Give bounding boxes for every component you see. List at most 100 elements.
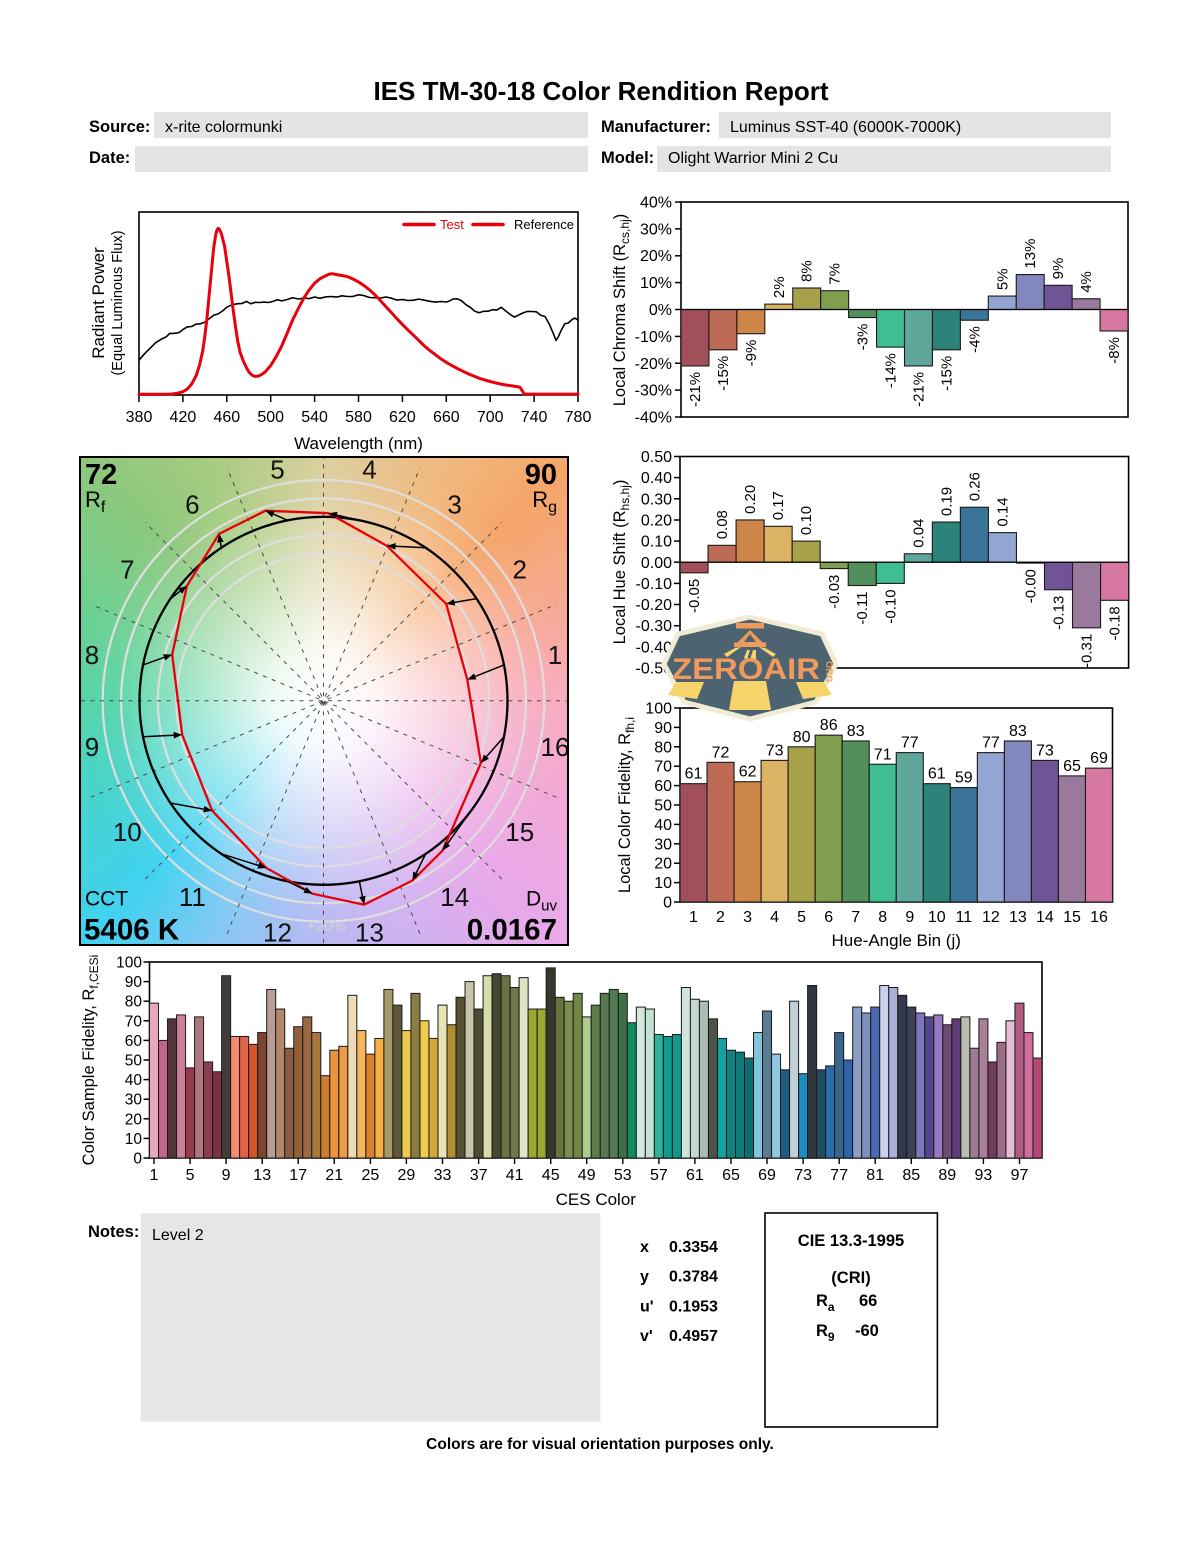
svg-text:0: 0 — [133, 1151, 142, 1168]
svg-text:73: 73 — [766, 742, 784, 759]
svg-text:Luminus SST-40 (6000K-7000K): Luminus SST-40 (6000K-7000K) — [730, 119, 961, 136]
svg-text:15: 15 — [1063, 909, 1081, 926]
svg-text:29: 29 — [398, 1167, 416, 1184]
svg-text:420: 420 — [170, 409, 197, 426]
svg-text:0.10: 0.10 — [641, 534, 672, 551]
svg-text:-0.31: -0.31 — [1079, 634, 1096, 668]
svg-text:17: 17 — [289, 1167, 307, 1184]
svg-text:Duv: Duv — [526, 888, 558, 915]
svg-text:-15%: -15% — [938, 356, 955, 391]
svg-text:13: 13 — [253, 1167, 271, 1184]
svg-text:1: 1 — [150, 1167, 159, 1184]
svg-text:Olight Warrior Mini 2 Cu: Olight Warrior Mini 2 Cu — [668, 150, 838, 167]
svg-text:4%: 4% — [1078, 271, 1095, 293]
svg-text:15: 15 — [505, 817, 534, 847]
svg-text:620: 620 — [389, 409, 416, 426]
svg-text:u': u' — [640, 1298, 654, 1315]
svg-text:Hue-Angle Bin (j): Hue-Angle Bin (j) — [831, 931, 960, 950]
svg-text:-0.00: -0.00 — [1023, 569, 1040, 603]
svg-text:14: 14 — [440, 882, 469, 912]
svg-text:0.4957: 0.4957 — [669, 1328, 718, 1345]
svg-text:60: 60 — [125, 1033, 143, 1050]
svg-text:10: 10 — [928, 909, 946, 926]
svg-text:ZEROAIR: ZEROAIR — [672, 653, 820, 686]
svg-text:8%: 8% — [799, 260, 816, 282]
svg-text:2: 2 — [512, 555, 526, 585]
svg-text:0.19: 0.19 — [938, 487, 955, 516]
svg-text:IES TM-30-18 Color Rendition R: IES TM-30-18 Color Rendition Report — [373, 76, 828, 106]
svg-text:66: 66 — [859, 1292, 877, 1310]
svg-text:16: 16 — [1090, 909, 1108, 926]
svg-text:-0.11: -0.11 — [854, 592, 871, 625]
svg-text:0.04: 0.04 — [910, 519, 927, 548]
svg-text:9%: 9% — [1050, 258, 1067, 280]
svg-text:85: 85 — [902, 1167, 920, 1184]
svg-text:16: 16 — [541, 732, 570, 762]
svg-text:Level 2: Level 2 — [152, 1227, 204, 1244]
svg-text:CES Color: CES Color — [556, 1190, 637, 1209]
svg-text:Reference: Reference — [514, 217, 574, 232]
svg-text:8: 8 — [878, 909, 887, 926]
svg-text:57: 57 — [650, 1167, 668, 1184]
svg-text:9: 9 — [85, 732, 99, 762]
svg-text:-21%: -21% — [687, 372, 704, 407]
svg-text:Ra: Ra — [816, 1292, 835, 1314]
svg-text:100: 100 — [116, 955, 142, 972]
svg-text:93: 93 — [975, 1167, 993, 1184]
svg-text:41: 41 — [506, 1167, 524, 1184]
svg-text:30%: 30% — [640, 221, 672, 238]
svg-text:30: 30 — [654, 836, 672, 853]
svg-text:13: 13 — [355, 917, 384, 947]
svg-text:5: 5 — [797, 909, 806, 926]
svg-text:4: 4 — [770, 909, 779, 926]
svg-text:v': v' — [640, 1328, 653, 1345]
svg-text:1: 1 — [548, 640, 562, 670]
svg-text:(CRI): (CRI) — [831, 1269, 870, 1287]
svg-text:-0.05: -0.05 — [686, 579, 703, 613]
svg-text:12: 12 — [982, 909, 1000, 926]
svg-text:81: 81 — [866, 1167, 884, 1184]
svg-text:60: 60 — [654, 778, 672, 795]
svg-text:90: 90 — [525, 459, 557, 491]
svg-text:6: 6 — [824, 909, 833, 926]
svg-text:0%: 0% — [649, 302, 672, 319]
svg-text:77: 77 — [830, 1167, 848, 1184]
svg-text:77: 77 — [901, 735, 919, 752]
svg-text:0.0167: 0.0167 — [467, 914, 557, 947]
svg-text:90: 90 — [654, 720, 672, 737]
svg-text:-0.18: -0.18 — [1107, 606, 1124, 640]
svg-text:77: 77 — [982, 735, 1000, 752]
svg-text:580: 580 — [345, 409, 372, 426]
svg-text:740: 740 — [521, 409, 548, 426]
svg-text:10: 10 — [125, 1131, 143, 1148]
svg-text:(Equal Luminous Flux): (Equal Luminous Flux) — [110, 230, 126, 375]
svg-text:8: 8 — [85, 640, 99, 670]
svg-text:11: 11 — [179, 882, 206, 912]
svg-text:-0.40: -0.40 — [636, 639, 673, 656]
svg-text:45: 45 — [542, 1167, 560, 1184]
svg-text:86: 86 — [820, 717, 838, 734]
svg-text:Colors are for visual orientat: Colors are for visual orientation purpos… — [426, 1436, 774, 1453]
svg-text:-30%: -30% — [635, 383, 672, 400]
svg-text:-20%: -20% — [635, 356, 672, 373]
svg-text:380: 380 — [126, 409, 153, 426]
svg-text:780: 780 — [565, 409, 592, 426]
svg-text:0.10: 0.10 — [798, 506, 815, 535]
svg-text:0.17: 0.17 — [770, 491, 787, 520]
svg-text:-0.30: -0.30 — [636, 618, 673, 635]
svg-text:0.30: 0.30 — [641, 491, 672, 508]
svg-text:0.20: 0.20 — [742, 485, 759, 514]
svg-text:40: 40 — [125, 1072, 143, 1089]
svg-text:9: 9 — [905, 909, 914, 926]
svg-text:7: 7 — [120, 555, 134, 585]
svg-text:97: 97 — [1011, 1167, 1029, 1184]
svg-text:0.1953: 0.1953 — [669, 1298, 718, 1315]
svg-text:50: 50 — [654, 798, 672, 815]
svg-text:10: 10 — [654, 875, 672, 892]
svg-text:90: 90 — [125, 974, 143, 991]
svg-text:2%: 2% — [771, 276, 788, 298]
svg-text:0: 0 — [663, 895, 672, 912]
svg-text:9: 9 — [222, 1167, 231, 1184]
svg-text:Notes:: Notes: — [88, 1223, 139, 1241]
svg-text:20%: 20% — [640, 248, 672, 265]
